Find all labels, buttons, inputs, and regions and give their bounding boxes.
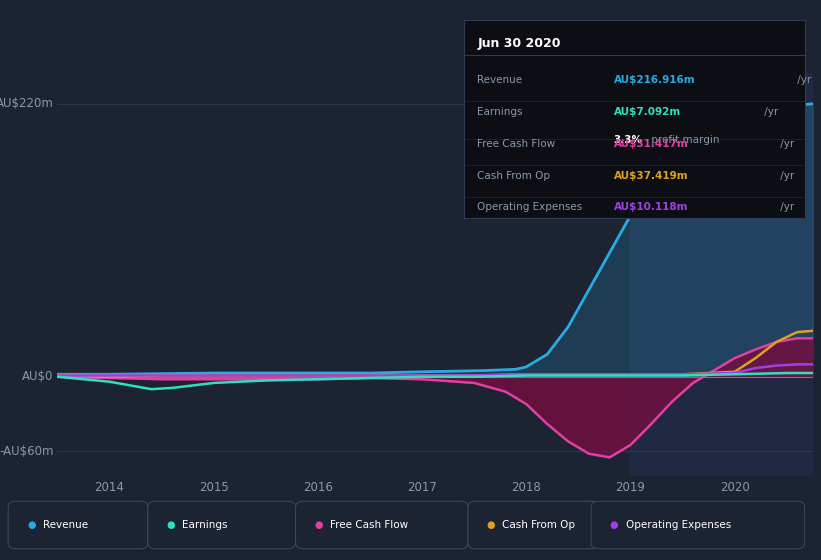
Text: Free Cash Flow: Free Cash Flow xyxy=(478,139,556,149)
Text: profit margin: profit margin xyxy=(648,135,719,145)
Text: ●: ● xyxy=(167,520,175,530)
Bar xyxy=(631,73,813,476)
Text: /yr: /yr xyxy=(777,139,795,149)
Text: ●: ● xyxy=(27,520,35,530)
Text: Jun 30 2020: Jun 30 2020 xyxy=(478,38,561,50)
Text: AU$220m: AU$220m xyxy=(0,97,53,110)
Text: Earnings: Earnings xyxy=(182,520,227,530)
Text: Earnings: Earnings xyxy=(478,107,523,117)
Text: AU$216.916m: AU$216.916m xyxy=(614,75,695,85)
Text: /yr: /yr xyxy=(794,75,811,85)
Text: Cash From Op: Cash From Op xyxy=(502,520,576,530)
Text: 3.3%: 3.3% xyxy=(614,135,643,145)
Text: AU$7.092m: AU$7.092m xyxy=(614,107,681,117)
Text: Cash From Op: Cash From Op xyxy=(478,171,551,181)
Text: ●: ● xyxy=(487,520,495,530)
Text: Revenue: Revenue xyxy=(478,75,523,85)
Text: Operating Expenses: Operating Expenses xyxy=(478,203,583,212)
Text: /yr: /yr xyxy=(777,171,795,181)
Text: AU$0: AU$0 xyxy=(22,370,53,383)
Text: /yr: /yr xyxy=(761,107,778,117)
Text: Free Cash Flow: Free Cash Flow xyxy=(330,520,408,530)
Text: AU$37.419m: AU$37.419m xyxy=(614,171,688,181)
Text: AU$31.417m: AU$31.417m xyxy=(614,139,689,149)
Text: AU$10.118m: AU$10.118m xyxy=(614,203,688,212)
Text: Operating Expenses: Operating Expenses xyxy=(626,520,731,530)
Text: /yr: /yr xyxy=(777,203,795,212)
Text: Revenue: Revenue xyxy=(43,520,88,530)
Text: ●: ● xyxy=(610,520,618,530)
Text: ●: ● xyxy=(314,520,323,530)
Text: -AU$60m: -AU$60m xyxy=(0,445,53,458)
